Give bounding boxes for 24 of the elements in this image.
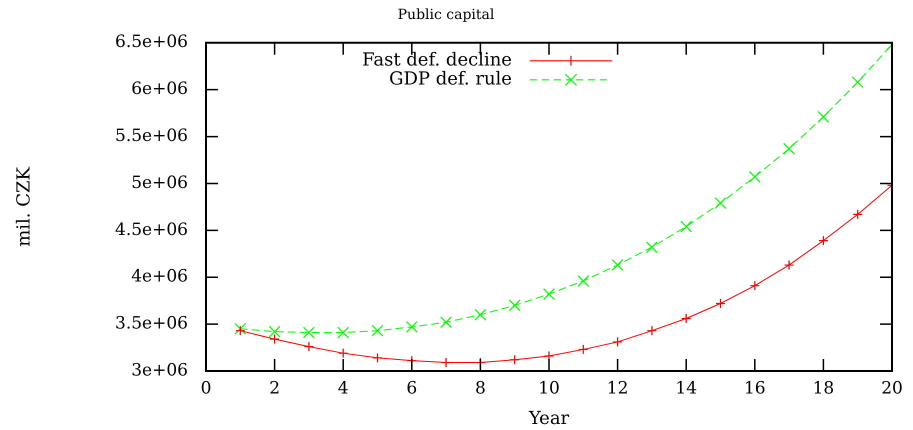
legend-label: Fast def. decline [362, 49, 512, 70]
x-tick-label: 4 [338, 378, 349, 399]
x-tick-label: 8 [474, 378, 486, 399]
x-tick-label: 0 [200, 378, 212, 399]
x-tick-label: 2 [269, 378, 280, 399]
x-tick-label: 6 [406, 378, 418, 399]
x-tick-label: 16 [744, 378, 766, 399]
x-tick-label: 14 [675, 378, 698, 399]
chart-title: Public capital [398, 7, 495, 24]
y-tick-label: 5.5e+06 [115, 126, 188, 146]
y-tick-label: 4.5e+06 [115, 220, 188, 240]
x-tick-label: 18 [812, 378, 834, 399]
legend-label: GDP def. rule [389, 68, 512, 90]
x-tick-label: 10 [538, 378, 560, 399]
y-tick-label: 5e+06 [131, 172, 188, 193]
y-axis-title: mil. CZK [13, 166, 34, 247]
y-tick-label: 6.5e+06 [115, 32, 188, 52]
x-tick-label: 20 [881, 378, 903, 399]
y-tick-label: 6e+06 [131, 79, 188, 100]
x-axis-title: Year [528, 408, 570, 429]
x-tick-label: 12 [606, 378, 628, 399]
y-tick-label: 4e+06 [131, 266, 188, 287]
y-tick-label: 3.5e+06 [115, 314, 188, 334]
y-tick-label: 3e+06 [131, 360, 188, 380]
